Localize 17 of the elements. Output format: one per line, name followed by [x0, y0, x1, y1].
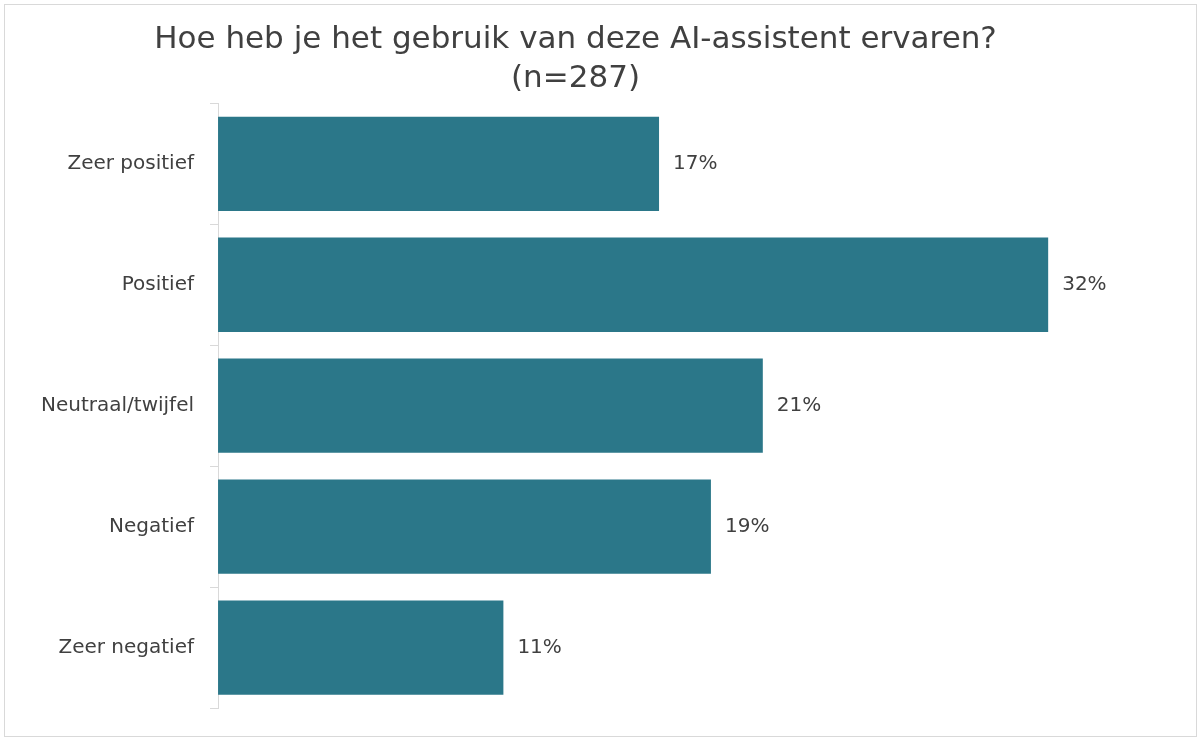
y-tick-label: Positief	[121, 270, 195, 295]
bar	[218, 358, 763, 453]
data-label: 11%	[517, 633, 562, 658]
bar	[218, 237, 1049, 332]
y-tick-label: Zeer positief	[67, 150, 195, 175]
chart-subtitle: (n=287)	[511, 57, 640, 94]
data-label: 19%	[724, 512, 770, 537]
bar	[218, 479, 711, 574]
chart-title: Hoe heb je het gebruik van deze AI-assistent ervaren?	[154, 18, 997, 55]
y-tick-label: Zeer negatief	[58, 633, 195, 658]
data-label: 17%	[673, 150, 718, 175]
data-label: 32%	[1062, 270, 1107, 295]
bar	[218, 600, 504, 695]
bar	[218, 116, 660, 212]
y-tick-label: Negatief	[109, 512, 195, 537]
data-label: 21%	[776, 391, 822, 416]
y-tick-label: Neutraal/twijfel	[41, 391, 195, 416]
